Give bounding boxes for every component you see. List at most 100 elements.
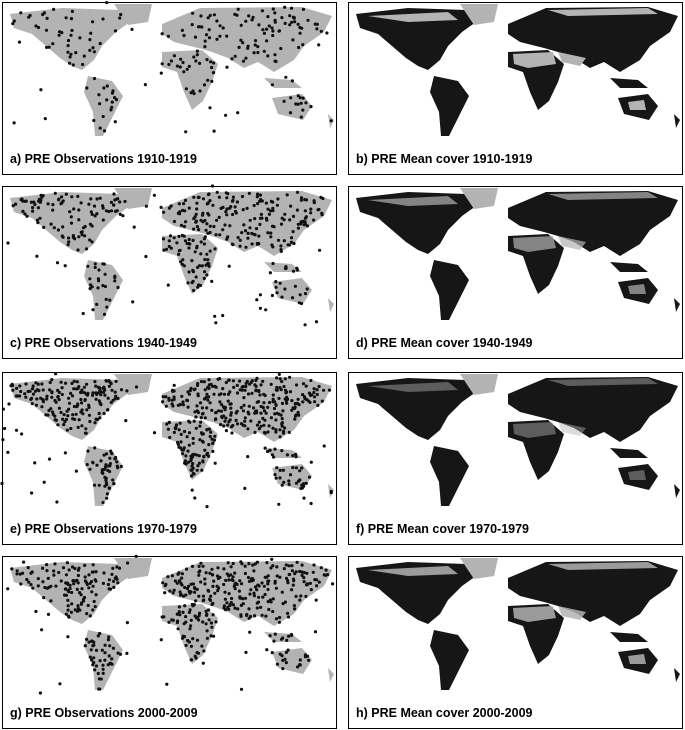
station-dot xyxy=(213,461,217,465)
station-dot xyxy=(277,502,281,506)
station-dot xyxy=(219,392,223,396)
station-dot xyxy=(271,426,275,430)
station-dot xyxy=(267,212,271,216)
station-dot xyxy=(216,566,220,570)
station-dot xyxy=(269,231,273,235)
station-dot xyxy=(206,608,211,612)
station-dot xyxy=(270,453,274,457)
station-dot xyxy=(302,219,306,223)
station-dot xyxy=(273,11,277,15)
station-dot xyxy=(284,661,288,665)
station-dot xyxy=(56,395,60,399)
station-dot xyxy=(125,651,129,655)
station-dot xyxy=(40,628,44,632)
station-dot xyxy=(226,399,230,403)
station-dot xyxy=(98,41,102,46)
station-dot xyxy=(26,566,30,570)
station-dot xyxy=(69,426,73,431)
station-dot xyxy=(268,448,272,452)
station-dot xyxy=(237,45,241,50)
station-dot xyxy=(1,438,5,442)
station-dot xyxy=(183,198,188,202)
station-dot xyxy=(93,262,97,266)
station-dot xyxy=(262,31,266,35)
station-dot xyxy=(172,383,176,387)
station-dot xyxy=(64,192,68,196)
station-dot xyxy=(242,403,246,407)
station-dot xyxy=(200,432,204,436)
station-dot xyxy=(66,604,70,608)
station-dot xyxy=(283,266,288,271)
station-dot xyxy=(209,430,213,434)
station-dot xyxy=(107,464,111,468)
station-dot xyxy=(269,416,273,420)
station-dot xyxy=(194,656,198,660)
station-dot xyxy=(226,423,230,427)
station-dot xyxy=(274,403,278,407)
station-dot xyxy=(165,247,169,251)
station-dot xyxy=(187,64,191,68)
station-dot xyxy=(181,258,185,262)
station-dot xyxy=(199,561,203,565)
station-dot xyxy=(70,602,74,606)
station-dot xyxy=(86,264,90,268)
station-dot xyxy=(38,691,43,695)
station-dot xyxy=(274,430,278,434)
station-dot xyxy=(34,403,39,407)
station-dot xyxy=(253,39,258,43)
station-dot xyxy=(187,589,191,594)
station-dot xyxy=(278,615,282,620)
station-dot xyxy=(259,605,263,609)
world-map xyxy=(6,184,334,327)
station-dot xyxy=(248,382,252,386)
station-dot xyxy=(167,239,171,243)
station-dot xyxy=(197,228,201,232)
station-dot xyxy=(195,468,199,472)
station-dot xyxy=(258,293,262,297)
station-dot xyxy=(293,284,297,288)
station-dot xyxy=(89,648,93,652)
station-dot xyxy=(225,65,229,69)
station-dot xyxy=(67,396,71,400)
station-dot xyxy=(11,383,15,387)
station-dot xyxy=(240,582,244,586)
station-dot xyxy=(210,625,214,629)
station-dot xyxy=(252,51,256,55)
station-dot xyxy=(193,496,197,500)
station-dot xyxy=(296,102,300,106)
station-dot xyxy=(293,572,297,576)
station-dot xyxy=(162,210,166,214)
station-dot xyxy=(221,205,225,209)
station-dot xyxy=(86,603,90,608)
station-dot xyxy=(207,618,211,622)
station-dot xyxy=(290,399,294,403)
station-dot xyxy=(268,271,272,275)
panel-caption: b) PRE Mean cover 1910-1919 xyxy=(356,152,533,166)
station-dot xyxy=(273,18,277,22)
station-dot xyxy=(294,401,298,406)
station-dot xyxy=(70,28,74,32)
station-dot xyxy=(243,564,247,568)
station-dot xyxy=(253,233,257,237)
station-dot xyxy=(89,197,93,201)
station-dot xyxy=(75,380,79,384)
station-dot xyxy=(224,113,228,117)
station-dot xyxy=(189,457,193,461)
station-dot xyxy=(253,217,257,221)
station-dot xyxy=(185,398,190,403)
station-dot xyxy=(234,418,238,422)
station-dot xyxy=(191,441,195,445)
station-dot xyxy=(312,199,316,203)
station-dot xyxy=(188,627,192,631)
station-dot xyxy=(193,250,197,254)
station-dot xyxy=(181,400,185,404)
station-dot xyxy=(277,396,281,400)
station-dot xyxy=(107,209,111,214)
station-dot xyxy=(214,620,218,624)
station-dot xyxy=(45,586,49,590)
station-dot xyxy=(85,86,89,90)
station-dot xyxy=(185,587,190,591)
station-dot xyxy=(201,620,205,624)
station-dot xyxy=(87,640,91,644)
station-dot xyxy=(280,422,284,426)
